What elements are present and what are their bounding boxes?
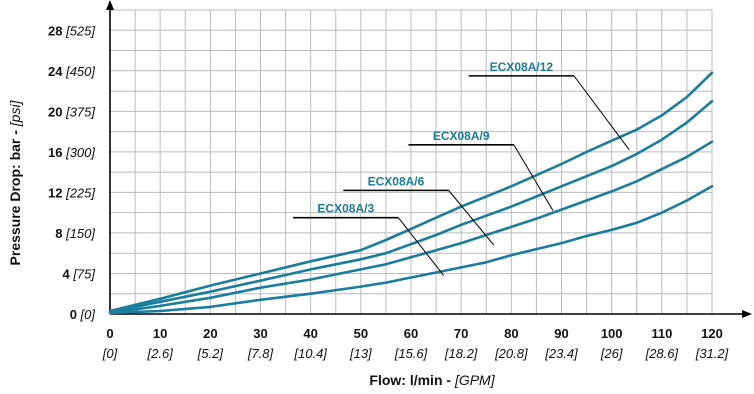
y-tick-value: 4: [62, 266, 73, 281]
y-tick-value-alt: [300]: [65, 145, 95, 160]
y-tick-value: 20: [48, 104, 66, 119]
y-tick-value-alt: [525]: [65, 23, 95, 38]
x-tick-label-alt: [23.4]: [544, 346, 578, 361]
x-tick-label: 40: [303, 326, 317, 341]
y-tick-value: 28: [48, 23, 66, 38]
x-tick-label-alt: [2.6]: [147, 346, 174, 361]
x-tick-label-alt: [28.6]: [645, 346, 679, 361]
x-tick-label-alt: [10.4]: [293, 346, 327, 361]
x-tick-label-alt: [5.2]: [197, 346, 224, 361]
y-tick-label: 12 [225]: [48, 185, 95, 200]
series-label: ECX08A/12: [490, 60, 554, 74]
x-tick-label-alt: [18.2]: [444, 346, 478, 361]
x-tick-label: 20: [203, 326, 217, 341]
y-tick-label: 0 [0]: [70, 307, 96, 322]
y-tick-label: 28 [525]: [48, 23, 95, 38]
x-tick-label: 50: [354, 326, 368, 341]
x-tick-label: 10: [153, 326, 167, 341]
annotation-leader: [448, 190, 495, 246]
x-axis-title-alt: [GPM]: [454, 372, 496, 388]
y-tick-value-alt: [450]: [65, 64, 95, 79]
y-tick-label: 16 [300]: [48, 145, 95, 160]
x-axis-title: Flow: l/min - [GPM]: [369, 372, 495, 388]
y-tick-value: 24: [48, 64, 66, 79]
x-tick-label-alt: [20.8]: [494, 346, 528, 361]
x-tick-label: 90: [554, 326, 568, 341]
y-tick-label: 8 [150]: [55, 226, 95, 241]
y-tick-value-alt: [75]: [72, 266, 95, 281]
x-axis-title-main: Flow: l/min -: [369, 372, 455, 388]
y-axis-title-alt: [psi]: [7, 99, 23, 127]
series-line: [108, 71, 714, 313]
annotation-leader: [573, 75, 630, 151]
series-annotations: ECX08A/12 ECX08A/9 ECX08A/6 ECX08A/3: [293, 60, 630, 276]
y-tick-label: 20 [375]: [48, 104, 95, 119]
y-tick-value: 8: [55, 226, 66, 241]
x-tick-label-alt: [0]: [102, 346, 118, 361]
x-tick-label: 110: [651, 326, 672, 341]
y-axis-title: Pressure Drop: bar - [psi]: [7, 99, 23, 265]
axes: [106, 0, 752, 318]
x-tick-label: 100: [601, 326, 623, 341]
x-tick-label: 70: [454, 326, 468, 341]
y-axis-title-main: Pressure Drop: bar -: [7, 126, 23, 265]
x-tick-label-alt: [15.6]: [394, 346, 428, 361]
series-label: ECX08A/6: [368, 174, 425, 188]
x-tick-label-alt: [13]: [349, 346, 372, 361]
x-tick-label: 0: [106, 326, 113, 341]
x-tick-label-alt: [7.8]: [247, 346, 274, 361]
y-tick-value-alt: [375]: [65, 104, 95, 119]
x-tick-label-alt: [26]: [600, 346, 623, 361]
y-axis-arrow: [106, 0, 114, 10]
series-line: [108, 185, 714, 315]
y-tick-label: 4 [75]: [62, 266, 95, 281]
annotation-leader: [398, 217, 445, 276]
x-tick-label: 60: [404, 326, 418, 341]
series-label: ECX08A/3: [317, 202, 374, 216]
series-line: [108, 140, 714, 315]
y-tick-value: 16: [48, 145, 66, 160]
x-tick-label: 80: [504, 326, 518, 341]
y-tick-value-alt: [150]: [65, 226, 95, 241]
x-tick-label-alt: [31.2]: [695, 346, 729, 361]
x-axis-arrow: [742, 310, 752, 318]
series-label: ECX08A/9: [433, 129, 490, 143]
grid: [110, 9, 713, 314]
y-tick-value-alt: [0]: [80, 307, 96, 322]
y-tick-value-alt: [225]: [65, 185, 95, 200]
annotation-leader: [513, 144, 554, 211]
tick-labels: 0[0]10[2.6]20[5.2]30[7.8]40[10.4]50[13]6…: [48, 23, 729, 361]
x-tick-label: 30: [253, 326, 267, 341]
y-tick-value: 12: [48, 185, 66, 200]
y-tick-value: 0: [70, 307, 81, 322]
x-tick-label: 120: [701, 326, 723, 341]
y-tick-label: 24 [450]: [48, 64, 95, 79]
